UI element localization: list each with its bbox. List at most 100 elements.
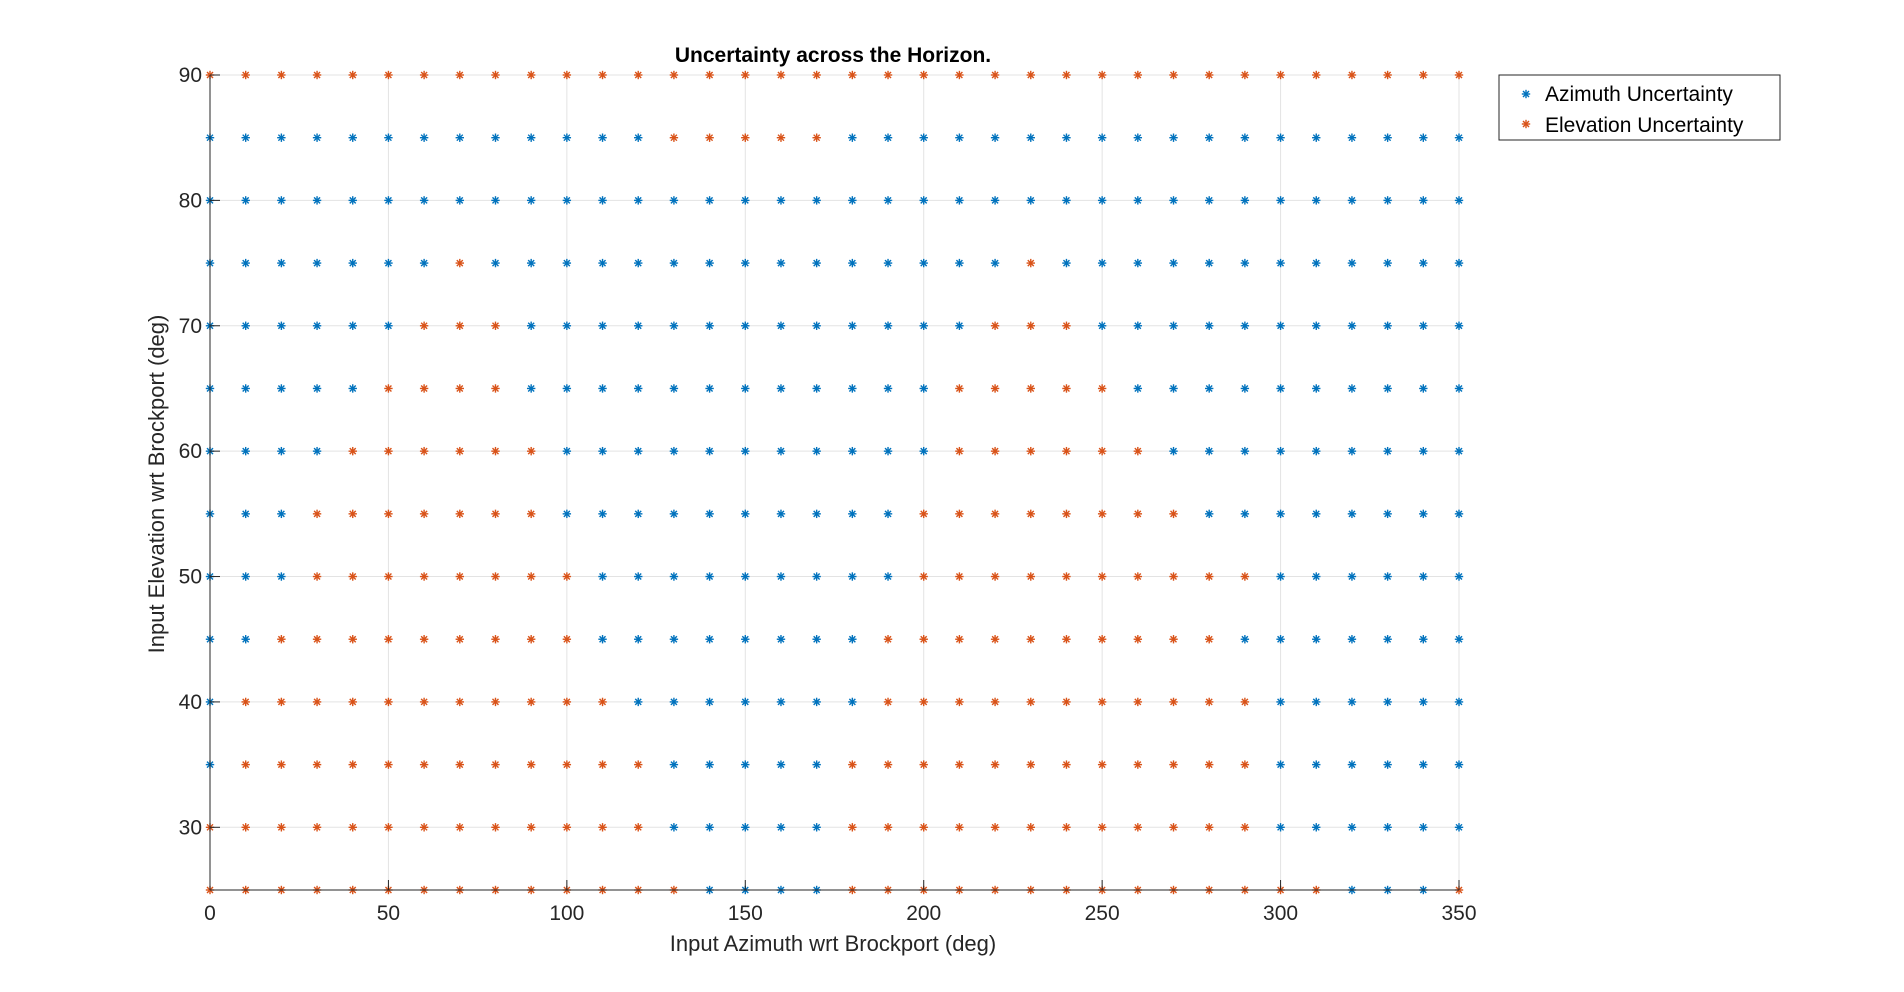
elevation-uncertainty-point	[419, 446, 429, 456]
elevation-uncertainty-point	[241, 70, 250, 80]
elevation-uncertainty-point	[1062, 70, 1071, 80]
azimuth-uncertainty-point	[990, 196, 1000, 205]
azimuth-uncertainty-point	[1026, 196, 1035, 205]
elevation-uncertainty-point	[1097, 572, 1107, 581]
elevation-uncertainty-point	[526, 70, 536, 80]
elevation-uncertainty-point	[1347, 70, 1357, 80]
azimuth-uncertainty-point	[1312, 823, 1321, 832]
elevation-uncertainty-point	[526, 509, 536, 519]
azimuth-uncertainty-point	[1276, 133, 1285, 142]
azimuth-uncertainty-point	[776, 572, 786, 581]
azimuth-uncertainty-point	[1312, 321, 1321, 330]
y-tick-label: 50	[179, 566, 202, 589]
elevation-uncertainty-point	[419, 321, 429, 330]
elevation-uncertainty-point	[1169, 760, 1178, 769]
elevation-uncertainty-point	[277, 70, 286, 80]
elevation-uncertainty-point	[277, 760, 286, 769]
azimuth-uncertainty-point	[1240, 635, 1250, 644]
x-tick-label: 50	[377, 902, 400, 925]
azimuth-uncertainty-point	[1169, 321, 1178, 330]
azimuth-uncertainty-point	[741, 321, 750, 330]
elevation-uncertainty-point	[1240, 697, 1250, 707]
azimuth-uncertainty-point	[1133, 133, 1143, 142]
elevation-uncertainty-point	[455, 70, 464, 80]
elevation-uncertainty-point	[562, 697, 572, 707]
azimuth-uncertainty-point	[1276, 760, 1285, 769]
azimuth-uncertainty-point	[705, 258, 714, 268]
elevation-uncertainty-point	[1097, 509, 1107, 519]
azimuth-uncertainty-point	[562, 196, 572, 205]
azimuth-uncertainty-point	[634, 697, 643, 707]
azimuth-uncertainty-point	[812, 384, 821, 393]
azimuth-uncertainty-point	[634, 196, 643, 205]
azimuth-uncertainty-point	[776, 321, 786, 330]
azimuth-uncertainty-point	[1276, 258, 1285, 268]
elevation-uncertainty-point	[1097, 635, 1107, 644]
elevation-uncertainty-point	[348, 760, 357, 769]
elevation-uncertainty-point	[598, 823, 607, 832]
azimuth-uncertainty-point	[277, 196, 286, 205]
x-tick-label: 100	[549, 902, 584, 925]
azimuth-uncertainty-point	[848, 572, 857, 581]
elevation-uncertainty-point	[1097, 446, 1107, 456]
azimuth-uncertainty-point	[741, 384, 750, 393]
azimuth-uncertainty-point	[848, 196, 857, 205]
azimuth-uncertainty-point	[1454, 133, 1464, 142]
azimuth-uncertainty-point	[562, 321, 572, 330]
elevation-uncertainty-point	[312, 823, 322, 832]
azimuth-uncertainty-point	[848, 258, 857, 268]
azimuth-uncertainty-point	[1383, 133, 1392, 142]
elevation-uncertainty-point	[526, 697, 536, 707]
azimuth-uncertainty-point	[776, 384, 786, 393]
azimuth-uncertainty-point	[1454, 509, 1464, 519]
azimuth-uncertainty-point	[848, 321, 857, 330]
elevation-uncertainty-point	[741, 133, 750, 142]
azimuth-uncertainty-point	[1454, 258, 1464, 268]
azimuth-uncertainty-point	[634, 133, 643, 142]
elevation-uncertainty-point	[955, 697, 964, 707]
azimuth-uncertainty-point	[598, 384, 607, 393]
azimuth-uncertainty-point	[1240, 258, 1250, 268]
azimuth-uncertainty-point	[1454, 196, 1464, 205]
azimuth-uncertainty-point	[1240, 509, 1250, 519]
elevation-uncertainty-point	[919, 70, 928, 80]
elevation-legend-star	[1521, 119, 1531, 129]
elevation-uncertainty-point	[1419, 70, 1428, 80]
elevation-uncertainty-point	[384, 70, 393, 80]
azimuth-uncertainty-point	[1240, 133, 1250, 142]
azimuth-uncertainty-point	[705, 572, 714, 581]
legend-box	[1498, 74, 1781, 141]
elevation-uncertainty-point	[526, 823, 536, 832]
azimuth-uncertainty-point	[741, 196, 750, 205]
azimuth-uncertainty-point	[812, 823, 821, 832]
azimuth-uncertainty-point	[1419, 133, 1428, 142]
elevation-uncertainty-point	[526, 446, 536, 456]
azimuth-uncertainty-point	[1454, 697, 1464, 707]
azimuth-uncertainty-point	[1347, 446, 1357, 456]
azimuth-uncertainty-point	[634, 321, 643, 330]
azimuth-uncertainty-point	[348, 196, 357, 205]
azimuth-uncertainty-point	[741, 635, 750, 644]
azimuth-uncertainty-point	[1454, 572, 1464, 581]
azimuth-uncertainty-point	[1276, 321, 1285, 330]
elevation-uncertainty-point	[384, 760, 393, 769]
elevation-uncertainty-point	[277, 697, 286, 707]
azimuth-uncertainty-point	[277, 446, 286, 456]
azimuth-uncertainty-point	[883, 196, 893, 205]
elevation-uncertainty-point	[848, 70, 857, 80]
azimuth-uncertainty-point	[776, 446, 786, 456]
elevation-uncertainty-point	[1133, 823, 1143, 832]
elevation-uncertainty-point	[562, 572, 572, 581]
y-tick-label: 60	[179, 440, 202, 463]
elevation-uncertainty-point	[491, 446, 500, 456]
azimuth-uncertainty-point	[1133, 384, 1143, 393]
azimuth-uncertainty-point	[1347, 196, 1357, 205]
azimuth-uncertainty-point	[883, 446, 893, 456]
azimuth-uncertainty-point	[776, 196, 786, 205]
azimuth-uncertainty-point	[1097, 258, 1107, 268]
azimuth-uncertainty-point	[241, 196, 250, 205]
azimuth-uncertainty-point	[312, 196, 322, 205]
azimuth-uncertainty-point	[812, 635, 821, 644]
